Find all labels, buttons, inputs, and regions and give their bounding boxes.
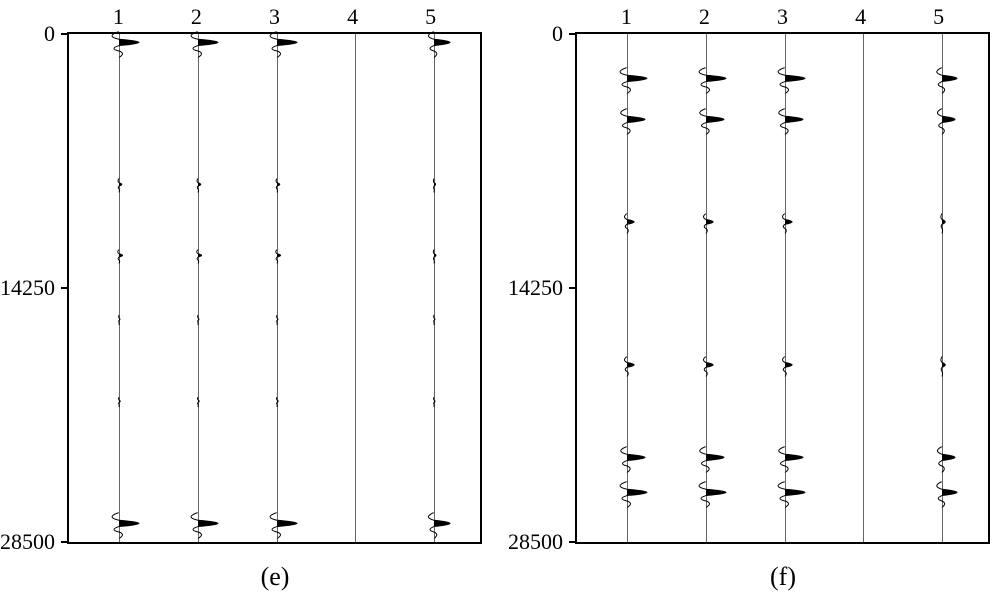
- seismic-wiggle: [587, 67, 667, 98]
- seismic-wiggle: [113, 178, 124, 197]
- y-tick-mark: [61, 33, 69, 35]
- seismic-wiggle: [158, 31, 238, 62]
- seismic-wiggle: [271, 178, 282, 197]
- seismic-wiggle: [430, 250, 438, 269]
- y-tick: 14250: [0, 275, 69, 301]
- seismic-wiggle: [432, 394, 436, 412]
- x-tick-label: 3: [777, 4, 788, 34]
- y-tick-mark: [61, 287, 69, 289]
- seismic-wiggle: [916, 446, 968, 477]
- seismic-wiggle: [116, 394, 121, 412]
- seismic-wiggle: [745, 482, 825, 513]
- seismic-wiggle: [912, 482, 972, 513]
- subplot-label: (e): [245, 562, 305, 592]
- y-tick-label: 28500: [508, 529, 565, 555]
- seismic-wiggle: [196, 312, 200, 330]
- x-tick-label: 1: [621, 4, 632, 34]
- x-tick-label: 5: [933, 4, 944, 34]
- seismic-wiggle: [591, 108, 663, 139]
- seismic-wiggle: [402, 31, 466, 62]
- y-tick: 0: [552, 21, 577, 47]
- seismic-wiggle: [195, 394, 200, 412]
- seismic-wiggle: [587, 482, 667, 513]
- seismic-wiggle: [670, 108, 742, 139]
- trace-baseline: [198, 34, 199, 542]
- seismic-wiggle: [431, 178, 437, 197]
- y-tick: 0: [44, 21, 69, 47]
- seismic-wiggle: [237, 513, 317, 544]
- seismic-wiggle: [269, 250, 283, 269]
- x-tick-label: 5: [425, 4, 436, 34]
- seismic-wiggle: [237, 31, 317, 62]
- plot-panel-e: 0142502850012345: [67, 32, 482, 544]
- trace-baseline: [355, 34, 356, 542]
- seismic-wiggle: [691, 214, 720, 239]
- seismic-wiggle: [749, 446, 821, 477]
- seismic-wiggle: [158, 513, 238, 544]
- trace-baseline: [119, 34, 120, 542]
- x-tick-label: 2: [699, 4, 710, 34]
- seismic-wiggle: [79, 31, 159, 62]
- y-tick-mark: [61, 541, 69, 543]
- seismic-wiggle: [912, 67, 972, 98]
- y-tick: 28500: [0, 529, 69, 555]
- seismic-wiggle: [770, 357, 799, 382]
- seismic-wiggle: [745, 67, 825, 98]
- y-tick-label: 28500: [0, 529, 57, 555]
- seismic-wiggle: [402, 513, 466, 544]
- trace-baseline: [434, 34, 435, 542]
- y-tick: 14250: [508, 275, 577, 301]
- trace-baseline: [863, 34, 864, 542]
- seismic-wiggle: [274, 394, 279, 412]
- seismic-wiggle: [749, 108, 821, 139]
- seismic-wiggle: [770, 214, 799, 239]
- x-tick-label: 2: [191, 4, 202, 34]
- seismic-wiggle: [666, 482, 746, 513]
- y-tick-label: 14250: [0, 275, 57, 301]
- y-tick-mark: [569, 541, 577, 543]
- seismic-wiggle: [190, 250, 204, 269]
- x-tick-label: 1: [113, 4, 124, 34]
- plot-panel-f: 0142502850012345: [575, 32, 990, 544]
- seismic-wiggle: [691, 357, 720, 382]
- seismic-wiggle: [936, 357, 949, 382]
- x-tick-label: 4: [347, 4, 358, 34]
- seismic-wiggle: [613, 214, 642, 239]
- seismic-wiggle: [916, 108, 968, 139]
- seismic-wiggle: [666, 67, 746, 98]
- x-tick-label: 4: [855, 4, 866, 34]
- seismic-wiggle: [112, 250, 126, 269]
- trace-baseline: [277, 34, 278, 542]
- seismic-wiggle: [591, 446, 663, 477]
- y-tick: 28500: [508, 529, 577, 555]
- seismic-wiggle: [670, 446, 742, 477]
- subplot-label: (f): [753, 562, 813, 592]
- seismic-wiggle: [79, 513, 159, 544]
- x-tick-label: 3: [269, 4, 280, 34]
- y-tick-label: 14250: [508, 275, 565, 301]
- seismic-wiggle: [192, 178, 203, 197]
- y-tick-mark: [569, 33, 577, 35]
- seismic-wiggle: [117, 312, 121, 330]
- seismic-wiggle: [275, 312, 279, 330]
- y-tick-mark: [569, 287, 577, 289]
- y-tick-label: 0: [44, 21, 57, 47]
- seismic-wiggle: [432, 312, 436, 330]
- seismic-wiggle: [613, 357, 642, 382]
- seismic-wiggle: [936, 214, 949, 239]
- y-tick-label: 0: [552, 21, 565, 47]
